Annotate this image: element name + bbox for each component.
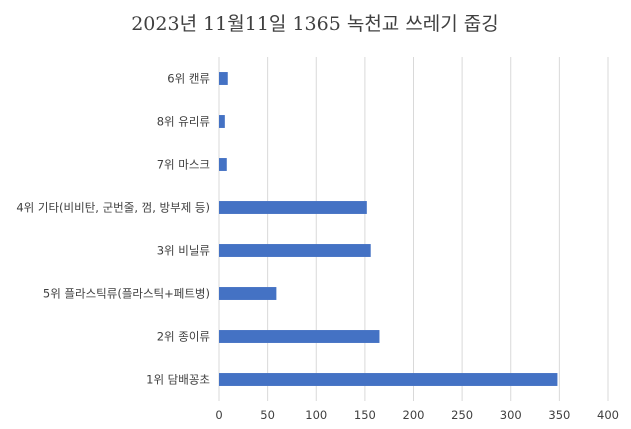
bar — [219, 330, 380, 343]
bar — [219, 373, 558, 386]
x-tick-label: 250 — [451, 408, 473, 422]
category-labels: 6위 캔류 8위 유리류 7위 마스크 4위 기타(비비탄, 군번줄, 껌, 방부제 … — [16, 72, 210, 387]
bar — [219, 158, 227, 171]
bar — [219, 115, 225, 128]
bar — [219, 244, 371, 257]
x-tick-label: 200 — [403, 408, 425, 422]
category-label: 2위 종이류 — [157, 330, 210, 344]
bar — [219, 287, 277, 300]
category-label: 3위 비닐류 — [157, 244, 210, 258]
bar — [219, 201, 367, 214]
category-label: 7위 마스크 — [157, 158, 210, 172]
gridlines — [218, 57, 609, 401]
x-tick-label: 400 — [597, 408, 619, 422]
x-tick-label: 50 — [260, 408, 275, 422]
x-tick-label: 100 — [305, 408, 327, 422]
x-tick-label: 300 — [500, 408, 522, 422]
category-label: 1위 담배꽁초 — [146, 373, 210, 387]
chart-title: 2023년 11월11일 1365 녹천교 쓰레기 줍깅 — [131, 13, 499, 35]
category-label: 6위 캔류 — [167, 72, 210, 86]
x-tick-label: 0 — [215, 408, 222, 422]
x-tick-label: 350 — [548, 408, 570, 422]
category-label: 4위 기타(비비탄, 군번줄, 껌, 방부제 등) — [16, 201, 210, 215]
category-label: 8위 유리류 — [157, 115, 210, 129]
bar — [219, 72, 228, 85]
x-axis-tick-labels: 0 50 100 150 200 250 300 350 400 — [215, 408, 619, 422]
bars — [219, 72, 558, 386]
x-tick-label: 150 — [354, 408, 376, 422]
category-label: 5위 플라스틱류(플라스틱+페트병) — [43, 287, 210, 301]
